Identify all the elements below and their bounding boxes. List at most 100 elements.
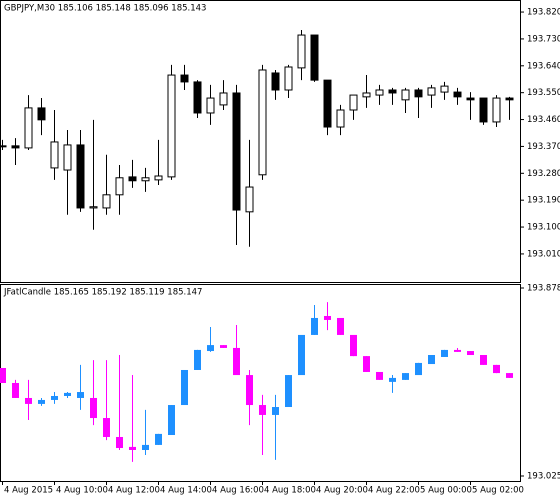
bull-candle	[102, 194, 111, 209]
bull-candle	[415, 362, 422, 376]
bear-candle	[454, 349, 461, 352]
x-tick-label: 4 Aug 2015	[4, 486, 53, 496]
y-tick-label: 193.730	[527, 34, 560, 44]
bull-candle	[389, 377, 396, 382]
bear-candle	[103, 418, 110, 437]
bear-candle	[259, 405, 266, 415]
x-tick-label: 4 Aug 12:00	[108, 486, 160, 496]
bear-candle	[493, 364, 500, 374]
bull-candle	[181, 369, 188, 406]
bull-candle	[298, 334, 305, 376]
bull-candle	[0, 145, 7, 148]
bull-candle	[206, 97, 215, 114]
y-tick-label: 193.460	[527, 115, 560, 125]
bull-candle	[167, 74, 176, 178]
bull-candle	[258, 69, 267, 176]
bull-candle	[284, 66, 293, 91]
bear-candle	[323, 79, 332, 128]
bear-candle	[246, 375, 253, 406]
bull-candle	[141, 177, 150, 182]
bear-candle	[233, 347, 240, 376]
x-tick-label: 5 Aug 02:00	[472, 486, 524, 496]
bear-candle	[467, 351, 474, 356]
indicator-frame	[0, 284, 521, 482]
bull-candle	[311, 317, 318, 335]
bull-candle	[154, 175, 163, 181]
indicator-title: JFatlCandle 185.165 185.192 185.119 185.…	[3, 288, 202, 298]
x-tick-label: 4 Aug 14:00	[160, 486, 212, 496]
bull-candle	[492, 97, 501, 123]
bull-candle	[402, 373, 409, 380]
y-tick-label: 193.640	[527, 61, 560, 71]
bull-candle	[207, 345, 214, 352]
bull-candle	[285, 375, 292, 408]
bear-candle	[479, 97, 488, 123]
bear-candle	[414, 89, 423, 98]
bull-candle	[77, 392, 84, 398]
bear-candle	[12, 382, 19, 398]
bull-candle	[24, 107, 33, 149]
bull-candle	[427, 87, 436, 96]
bear-candle	[324, 315, 331, 320]
x-tick-label: 4 Aug 18:00	[264, 486, 316, 496]
bull-candle	[362, 92, 371, 98]
bull-candle	[272, 407, 279, 415]
bull-candle	[401, 89, 410, 101]
bull-candle	[297, 34, 306, 69]
x-tick-label: 5 Aug 00:00	[420, 486, 472, 496]
bear-candle	[310, 34, 319, 81]
main-frame	[0, 0, 521, 283]
bull-candle	[349, 94, 358, 111]
x-tick-label: 4 Aug 22:00	[368, 486, 420, 496]
y-tick-label: 193.100	[527, 223, 560, 233]
bear-candle	[0, 368, 6, 383]
bull-candle	[168, 405, 175, 436]
y-tick-label: 193.820	[527, 8, 560, 18]
bear-candle	[128, 176, 137, 182]
bull-candle	[428, 355, 435, 365]
bull-candle	[440, 85, 449, 93]
bear-candle	[480, 355, 487, 365]
x-tick-label: 4 Aug 10:00	[56, 486, 108, 496]
bull-candle	[336, 109, 345, 128]
y-tick-label: 193.190	[527, 196, 560, 206]
bear-candle	[129, 446, 136, 450]
bear-candle	[193, 81, 202, 114]
bull-candle	[38, 399, 45, 404]
bear-candle	[388, 89, 397, 94]
bear-candle	[90, 397, 97, 419]
bear-candle	[453, 91, 462, 98]
bull-candle	[50, 141, 59, 169]
y-tick-label: 193.280	[527, 169, 560, 179]
bear-candle	[376, 371, 383, 380]
bull-candle	[89, 206, 98, 209]
bear-candle	[116, 436, 123, 449]
bull-candle	[115, 177, 124, 196]
bear-candle	[271, 72, 280, 91]
bear-candle	[350, 334, 357, 357]
x-tick-label: 4 Aug 16:00	[212, 486, 264, 496]
y-tick-label: 193.878	[527, 284, 560, 294]
bear-candle	[466, 97, 475, 101]
bear-candle	[506, 373, 513, 378]
y-tick-label: 193.025	[527, 472, 560, 482]
bear-candle	[76, 144, 85, 209]
bear-candle	[25, 397, 32, 404]
bear-candle	[220, 345, 227, 348]
bull-candle	[441, 349, 448, 357]
bear-candle	[232, 92, 241, 211]
bull-candle	[375, 89, 384, 96]
bear-candle	[37, 107, 46, 121]
bull-candle	[245, 186, 254, 213]
bull-candle	[142, 444, 149, 450]
bear-candle	[505, 97, 514, 101]
bull-candle	[219, 92, 228, 106]
bull-candle	[155, 433, 162, 445]
bull-candle	[51, 395, 58, 400]
x-tick-label: 4 Aug 20:00	[316, 486, 368, 496]
bear-candle	[180, 74, 189, 83]
y-tick-label: 193.550	[527, 88, 560, 98]
bull-candle	[64, 392, 71, 396]
y-tick-label: 193.010	[527, 249, 560, 259]
